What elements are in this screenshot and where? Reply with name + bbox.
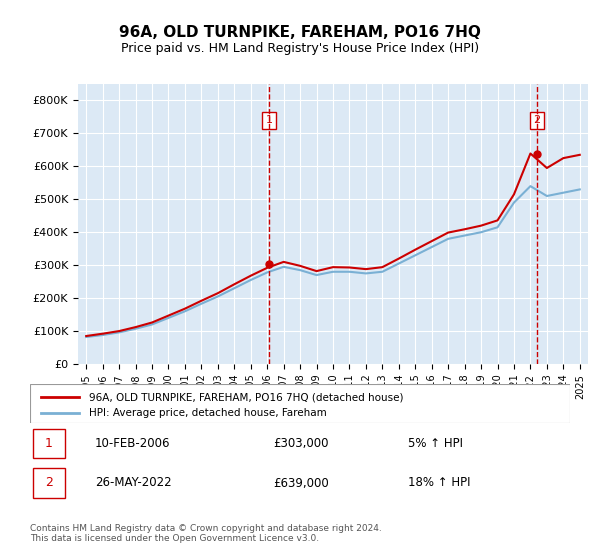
Text: 1: 1 — [45, 437, 53, 450]
FancyBboxPatch shape — [33, 429, 65, 458]
FancyBboxPatch shape — [30, 384, 570, 423]
Text: 2: 2 — [533, 115, 541, 125]
Text: 5% ↑ HPI: 5% ↑ HPI — [408, 437, 463, 450]
Text: 96A, OLD TURNPIKE, FAREHAM, PO16 7HQ (detached house): 96A, OLD TURNPIKE, FAREHAM, PO16 7HQ (de… — [89, 393, 404, 402]
Text: 26-MAY-2022: 26-MAY-2022 — [95, 477, 172, 489]
Text: 10-FEB-2006: 10-FEB-2006 — [95, 437, 170, 450]
FancyBboxPatch shape — [33, 468, 65, 498]
Text: Price paid vs. HM Land Registry's House Price Index (HPI): Price paid vs. HM Land Registry's House … — [121, 42, 479, 55]
Text: 96A, OLD TURNPIKE, FAREHAM, PO16 7HQ: 96A, OLD TURNPIKE, FAREHAM, PO16 7HQ — [119, 25, 481, 40]
Text: 1: 1 — [266, 115, 272, 125]
Text: £303,000: £303,000 — [273, 437, 329, 450]
Text: £639,000: £639,000 — [273, 477, 329, 489]
Text: Contains HM Land Registry data © Crown copyright and database right 2024.
This d: Contains HM Land Registry data © Crown c… — [30, 524, 382, 543]
Text: HPI: Average price, detached house, Fareham: HPI: Average price, detached house, Fare… — [89, 408, 327, 418]
Text: 2: 2 — [45, 477, 53, 489]
Text: 18% ↑ HPI: 18% ↑ HPI — [408, 477, 470, 489]
